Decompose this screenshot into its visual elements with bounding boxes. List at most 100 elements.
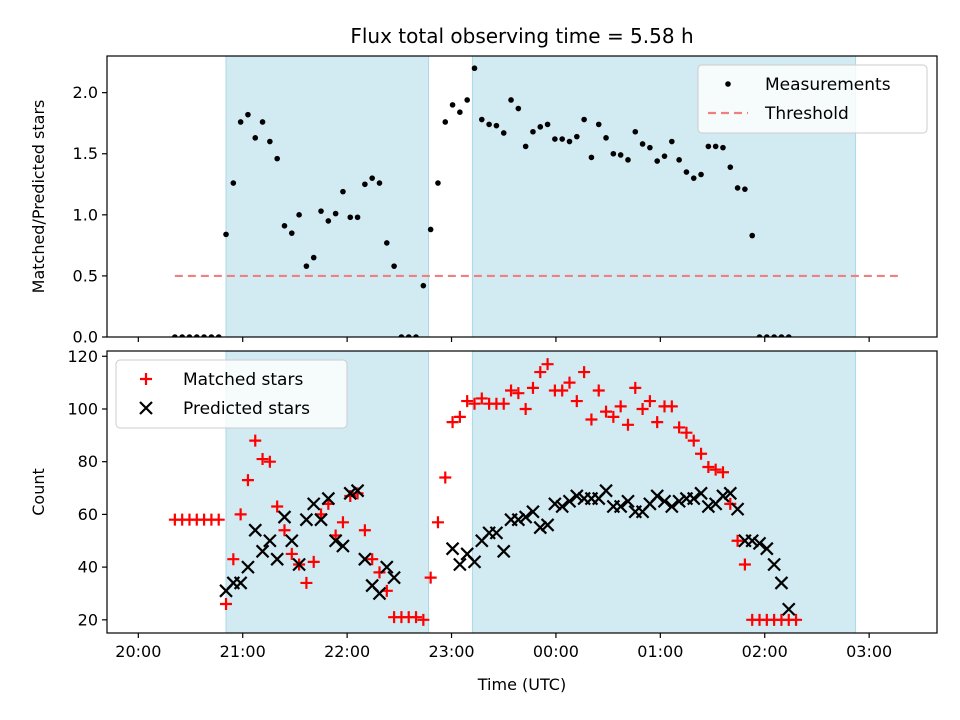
predicted-star-point [548, 497, 562, 511]
matched-star-point [263, 455, 276, 468]
predicted-star-point [343, 486, 358, 501]
measurement-point [325, 218, 332, 224]
panel-frame [106, 350, 938, 634]
matched-star-point [358, 524, 371, 537]
observing-window-shade [225, 55, 430, 338]
measurement-point [749, 232, 756, 239]
measurement-point [639, 141, 646, 147]
measurement-point [215, 334, 222, 337]
matched-star-point [424, 571, 437, 584]
measurement-point [288, 230, 295, 236]
legend-box [115, 359, 348, 429]
measurement-point [405, 334, 412, 337]
predicted-star-point [306, 497, 321, 511]
measurement-point [179, 334, 185, 337]
measurement-point [413, 334, 419, 337]
y-tick-label: 20 [78, 610, 98, 629]
measurement-point [237, 119, 244, 125]
predicted-star-point [233, 576, 248, 590]
measurement-point [683, 169, 690, 175]
measurement-point [383, 240, 390, 246]
matched-star-point [621, 418, 634, 431]
measurement-point [427, 226, 434, 233]
measurement-point [742, 186, 748, 192]
observing-window-shade [471, 350, 857, 634]
measurement-point [318, 208, 324, 214]
measurement-point [201, 334, 207, 337]
matched-star-point [651, 416, 664, 429]
predicted-star-point [372, 586, 387, 601]
predicted-star-point [350, 483, 365, 498]
predicted-star-point [336, 539, 350, 553]
x-tick-label: 23:00 [428, 642, 474, 661]
measurement-point [727, 164, 734, 170]
matched-star-point [227, 553, 240, 566]
measurement-point [172, 334, 178, 337]
matched-star-point [731, 534, 744, 547]
measurement-point [303, 263, 310, 269]
matched-star-point [220, 598, 233, 611]
matched-star-point [512, 387, 525, 400]
matched-star-point [738, 558, 751, 571]
legend-marker [139, 401, 153, 415]
measurement-point [435, 180, 441, 186]
predicted-star-point [292, 557, 306, 572]
measurement-point [259, 119, 266, 125]
legend-label: Matched stars [183, 370, 303, 390]
matched-star-point [585, 413, 598, 426]
matched-star-point [234, 508, 247, 521]
predicted-star-point [599, 483, 613, 498]
predicted-star-point [745, 533, 759, 548]
measurement-point [508, 97, 514, 103]
x-axis-label: Time (UTC) [477, 675, 566, 694]
measurement-point [449, 102, 456, 108]
matched-star-point [695, 447, 708, 460]
x-tick-label: 22:00 [324, 642, 370, 661]
predicted-star-point [730, 502, 745, 516]
measurement-point [281, 223, 288, 229]
predicted-star-point [358, 552, 372, 566]
measurement-point [230, 180, 237, 186]
matched-star-point [687, 434, 700, 447]
matched-star-point [271, 500, 284, 513]
matched-star-point [453, 410, 466, 423]
predicted-star-point [657, 494, 672, 509]
x-tick-label: 01:00 [637, 642, 683, 661]
measurement-point [552, 136, 558, 142]
predicted-star-point [328, 533, 343, 548]
measurement-point [267, 138, 273, 145]
matched-star-point [446, 416, 459, 429]
matched-star-point [475, 392, 488, 405]
legend-marker [140, 373, 152, 385]
predicted-star-point [489, 526, 504, 540]
measurement-point [354, 214, 361, 221]
ratio-panel: 0.0 0.5 1.0 1.5 2.0 Matched/Predicted stars Me… [29, 55, 938, 347]
matched-star-point [497, 397, 510, 410]
legend-label: Predicted stars [183, 399, 310, 419]
matched-star-point [526, 381, 539, 394]
measurement-point [245, 111, 251, 118]
x-tick-label: 02:00 [742, 642, 788, 661]
measurement-point [559, 136, 565, 142]
measurement-point [398, 334, 405, 337]
measurement-point [654, 158, 661, 164]
matched-star-point [336, 516, 349, 529]
y-tick-label: 80 [78, 452, 98, 471]
measurement-point [362, 181, 368, 188]
measurement-point [603, 135, 609, 141]
predicted-star-point [723, 486, 738, 501]
count-panel: 20 40 60 80 100 120 20:00 21:00 22:00 23:00 00:00 0… [29, 347, 938, 661]
measurement-point [515, 105, 522, 112]
matched-star-point [600, 405, 613, 418]
predicted-star-point [694, 486, 708, 501]
matched-star-point [505, 384, 518, 397]
matched-star-point [716, 466, 729, 479]
matched-star-point [614, 400, 627, 413]
predicted-star-point [518, 510, 533, 524]
predicted-star-point [453, 557, 467, 572]
y-tick-label: 60 [78, 505, 98, 524]
predicted-star-point [621, 494, 635, 509]
matched-star-point [636, 402, 649, 415]
matched-star-point [665, 400, 678, 413]
matched-star-point [629, 381, 642, 394]
